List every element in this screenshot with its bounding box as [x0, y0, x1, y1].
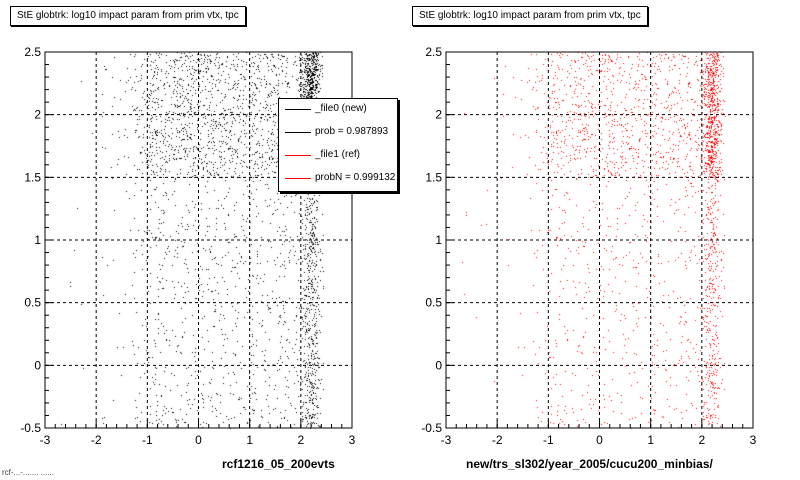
plot-frame-0: -3 -2 -1 0 1 2 3 -0.5 0 0.5 1 1.5 2 2.5	[20, 45, 355, 447]
y-tick-label: 0.5	[425, 296, 442, 310]
x-tick-label: 3	[750, 433, 757, 447]
x-tick-label: 0	[596, 433, 603, 447]
legend-label-file0: _file0 (new)	[315, 103, 367, 114]
y-tick-label: 1	[435, 233, 442, 247]
x-tick-label: -2	[91, 433, 102, 447]
left-x-axis-label: rcf1216_05_200evts	[222, 457, 335, 471]
legend-line-file1	[285, 155, 311, 156]
y-tick-label: -0.5	[20, 421, 41, 435]
y-tick-label: 2	[435, 108, 442, 122]
x-tick-label: -3	[40, 433, 51, 447]
x-tick-label: 0	[195, 433, 202, 447]
y-tick-label: 2.5	[24, 45, 41, 59]
y-tick-label: 2	[34, 108, 41, 122]
x-tick-label: 2	[698, 433, 705, 447]
y-tick-label: 1	[34, 233, 41, 247]
x-tick-label: 2	[297, 433, 304, 447]
legend: _file0 (new) prob = 0.987893 _file1 (ref…	[278, 98, 398, 192]
legend-label-file1: _file1 (ref)	[315, 149, 361, 160]
right-plot-title: StE globtrk: log10 impact param from pri…	[412, 6, 648, 26]
x-tick-label: 1	[647, 433, 654, 447]
y-tick-label: 0.5	[24, 296, 41, 310]
x-tick-label: -1	[543, 433, 554, 447]
x-tick-label: 1	[246, 433, 253, 447]
right-x-axis-label: new/trs_sl302/year_2005/cucu200_minbias/	[466, 457, 713, 471]
legend-entry-file0: _file0 (new)	[279, 99, 397, 121]
x-tick-label: -2	[492, 433, 503, 447]
plot-frame-1: -3 -2 -1 0 1 2 3 -0.5 0 0.5 1 1.5 2 2.5	[421, 45, 756, 447]
x-tick-label: 3	[349, 433, 356, 447]
y-tick-label: -0.5	[421, 421, 442, 435]
y-tick-label: 2.5	[425, 45, 442, 59]
legend-line-probn	[285, 178, 311, 179]
legend-line-prob	[285, 132, 311, 133]
y-tick-label: 1.5	[24, 170, 41, 184]
legend-label-prob: prob = 0.987893	[315, 126, 389, 137]
x-tick-label: -3	[441, 433, 452, 447]
legend-entry-prob: prob = 0.987893	[279, 122, 397, 144]
legend-label-probn: probN = 0.999132	[315, 172, 396, 183]
left-plot-title: StE globtrk: log10 impact param from pri…	[10, 6, 246, 26]
legend-entry-file1: _file1 (ref)	[279, 145, 397, 167]
x-tick-label: -1	[142, 433, 153, 447]
y-tick-label: 0	[435, 358, 442, 372]
footer-text: rcf-...-....... ......	[2, 468, 54, 477]
legend-line-file0	[285, 109, 311, 110]
legend-entry-probn: probN = 0.999132	[279, 168, 397, 190]
y-tick-label: 0	[34, 358, 41, 372]
y-tick-label: 1.5	[425, 170, 442, 184]
